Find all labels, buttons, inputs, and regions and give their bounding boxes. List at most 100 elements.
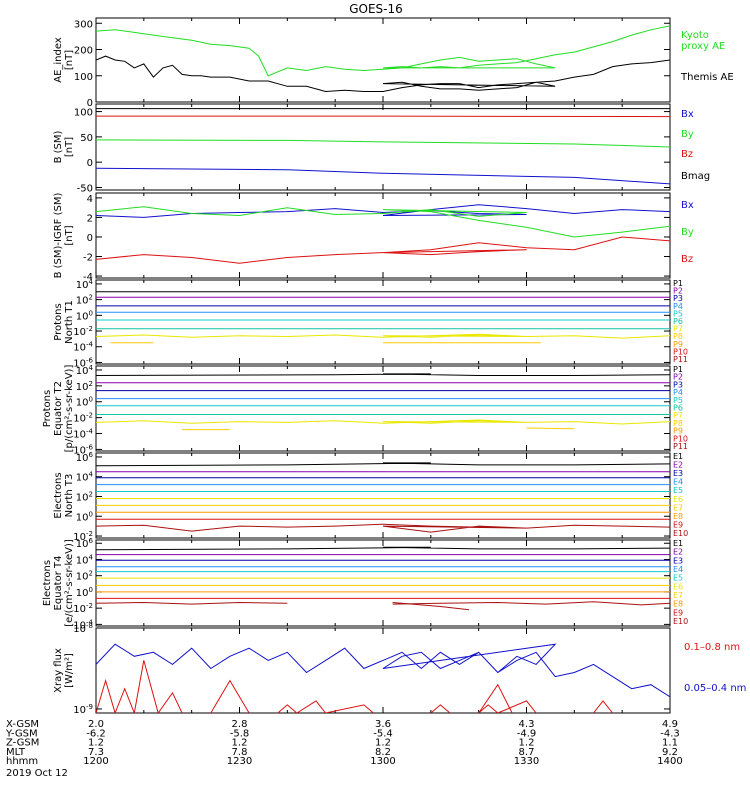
legend-entry: E8 [673,512,683,521]
series-0-1-0-8-nm [478,683,513,713]
series-e10 [96,601,288,605]
footer-row-label: Z-GSM [6,738,39,749]
y-axis-label: B (SM) [53,130,64,163]
y-axis-label: [e/(cm²-s-sr-keV)] [64,539,75,627]
legend-entry: P3 [673,294,683,303]
y-axis-label: [nT] [64,225,75,245]
panel-pn: 10-6 10-4 10-2 100 102 104 Protons North T1 P1P2… [53,278,688,370]
y-tick-label: 102 [76,490,93,503]
footer-value: 1.2 [88,738,104,749]
series-themis-ae [96,50,670,93]
y-axis-label: [nT] [64,137,75,157]
footer-value: -4.9 [517,728,537,739]
y-tick-label: 4 [87,194,93,205]
footer-value: 2.8 [232,719,248,730]
y-tick-label: 10-6 [73,356,93,369]
series-by [96,139,670,148]
legend-entry: P11 [673,442,688,451]
y-tick-label: 2 [87,213,93,224]
footer-value: 1.2 [232,738,248,749]
legend-entry: Themis AE [680,72,734,83]
legend-entry: P8 [673,332,683,341]
panel-frame [95,17,671,103]
y-tick-label: 0 [87,98,93,109]
y-tick-label: 102 [76,294,93,307]
panel-pe: 10-6 10-4 10-2 100 102 104 Protons Equator T2 [p… [42,364,688,456]
y-tick-label: 100 [76,309,93,322]
y-axis-label: Protons [53,303,64,340]
legend-entry: P10 [673,434,688,443]
footer-value: -5.4 [373,728,393,739]
series-kyoto-proxy-ae [96,25,670,77]
legend-entry: P8 [673,419,683,428]
y-axis-label: Equator T4 [53,556,64,611]
footer-value: 8.7 [519,747,535,758]
legend-entry: E10 [673,529,688,538]
y-tick-label: 50 [80,133,93,144]
legend-entry: E1 [673,539,683,548]
y-axis-label: Electrons [53,472,64,518]
legend-entry: P9 [673,427,683,436]
y-tick-label: 10-8 [73,622,93,635]
footer-value: 4.9 [662,719,678,730]
series-e1 [96,462,670,467]
series-bx [96,167,670,185]
footer-row-label: hhmm [6,756,38,767]
y-axis-label: B (SM)-IGRF (SM) [53,193,64,279]
y-tick-label: 100 [76,510,93,523]
series-group [96,25,670,93]
legend-entry: Bmag [681,171,710,182]
legend: Bx By Bz Bmag [681,109,710,182]
panel-frame [95,279,671,365]
series-0-05-0-4-nm [96,643,670,705]
footer-value: 9.2 [662,747,678,758]
panel-bigrf: -4 -2 0 2 4 B (SM)-IGRF (SM) [nT] Bx By Bz [53,192,694,283]
legend-entry: Kyoto [681,30,709,41]
legend-entry: P1 [673,365,683,374]
footer-value: 1200 [83,756,108,767]
footer-value: 4.3 [519,719,535,730]
series-group [96,204,670,264]
legend-entry: E7 [673,591,683,600]
series-bz [96,115,670,118]
y-tick-label: 10-2 [73,602,93,615]
y-axis-label: Xray flux [53,648,64,693]
series-group [96,643,670,713]
y-axis-label: North T3 [64,474,75,518]
footer-value: 1230 [227,756,252,767]
series-e10 [96,523,670,533]
series-p1 [96,373,670,376]
y-axis-label: AE_index [53,37,64,83]
footer-value: 1300 [370,756,395,767]
y-tick-label: 104 [76,364,94,377]
y-tick-label: 104 [76,278,94,291]
panel-frame [95,539,671,627]
legend-entry: Bx [681,109,694,120]
y-axis-label: Protons [42,390,53,427]
y-tick-label: 10-4 [73,341,93,354]
y-axis-label: [p/(cm²-s-sr-keV)] [64,365,75,453]
series-group [96,108,670,185]
footer-value: 3.6 [375,719,391,730]
y-tick-label: 200 [74,46,93,57]
y-tick-label: 100 [74,72,93,83]
panel-xray: 10-9 10-8 Xray flux [W/m²] 0.1–0.8 nm 0.05–0.… [53,622,746,716]
panel-frame [95,627,671,714]
footer-value: -5.8 [230,728,250,739]
y-tick-label: 10-2 [73,325,93,338]
legend-entry: P5 [673,396,683,405]
series-group [96,373,670,431]
y-tick-label: 100 [76,396,93,409]
footer-row-label: X-GSM [6,719,39,730]
chart-title: GOES-16 [349,2,403,16]
legend-entry: E9 [673,608,683,617]
series-p7 [96,333,670,339]
y-tick-label: 106 [76,537,94,550]
panel-bsm: -50 0 50 100 B (SM) [nT] Bx By Bz Bmag [53,103,710,194]
footer-date: 2019 Oct 12 [6,768,68,779]
